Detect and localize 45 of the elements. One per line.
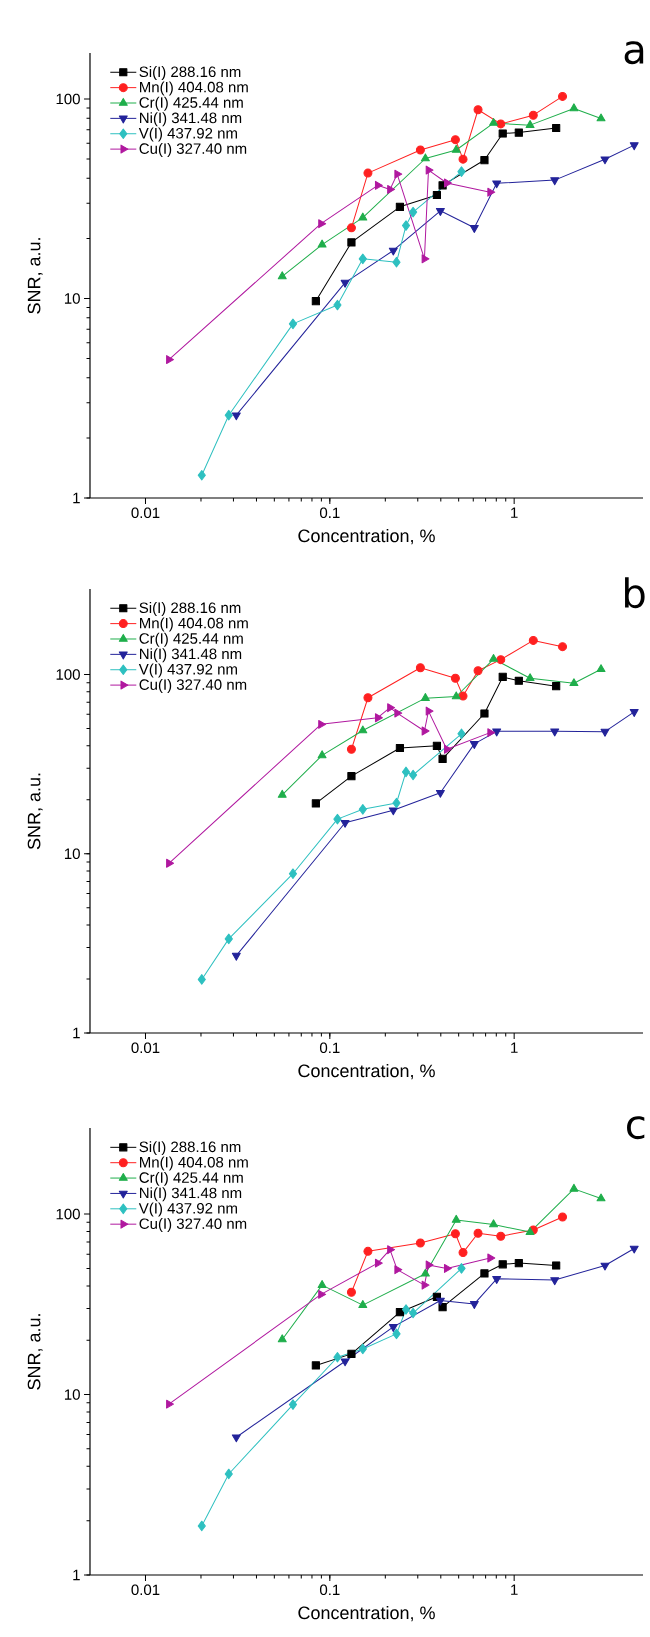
legend-label: Mn(I) 404.08 nm <box>140 81 248 96</box>
y-tick-label: 10 <box>64 1389 80 1400</box>
x-tick-label: 0.1 <box>319 1042 340 1054</box>
chart-title: a <box>624 41 644 65</box>
chart-title: c <box>627 1116 645 1140</box>
x-axis-title: Concentration, % <box>298 529 435 545</box>
y-tick-label: 10 <box>64 293 80 304</box>
x-tick-label: 0.1 <box>319 507 340 519</box>
legend-label: Cu(I) 327.40 nm <box>139 678 247 693</box>
y-tick-label: 100 <box>56 93 80 105</box>
legend-label: V(I) 437.92 nm <box>138 663 237 678</box>
legend-label: Si(I) 288.16 nm <box>139 602 241 617</box>
chart-title: b <box>625 577 645 609</box>
legend-label: Ni(I) 341.48 nm <box>140 112 242 127</box>
legend-label: Cu(I) 327.40 nm <box>139 142 247 157</box>
legend-label: Mn(I) 404.08 nm <box>140 617 248 632</box>
y-tick-label: 1 <box>73 492 80 504</box>
y-axis-title: SNR, a.u. <box>27 1314 43 1390</box>
x-tick-label: 1 <box>511 507 518 518</box>
legend-label: V(I) 437.92 nm <box>138 1202 237 1217</box>
y-tick-label: 1 <box>73 1569 80 1581</box>
y-tick-label: 100 <box>56 1208 80 1220</box>
legend-label: Cu(I) 327.40 nm <box>139 1217 247 1232</box>
legend-label: Cr(I) 425.44 nm <box>139 632 243 647</box>
legend-label: Cr(I) 425.44 nm <box>139 96 243 111</box>
legend-label: Ni(I) 341.48 nm <box>140 648 242 663</box>
legend-label: Si(I) 288.16 nm <box>139 66 241 81</box>
legend-label: Cr(I) 425.44 nm <box>139 1171 243 1186</box>
legend-label: Si(I) 288.16 nm <box>139 1141 241 1156</box>
x-tick-label: 1 <box>511 1584 518 1595</box>
x-tick-label: 0.01 <box>131 1584 160 1596</box>
y-axis-title: SNR, a.u. <box>27 773 43 850</box>
x-tick-label: 0.1 <box>319 1584 340 1596</box>
x-tick-label: 0.01 <box>131 1042 160 1054</box>
y-tick-label: 100 <box>56 669 80 680</box>
x-axis-title: Concentration, % <box>298 1606 435 1622</box>
x-tick-label: 0.01 <box>131 507 160 519</box>
y-tick-label: 10 <box>64 848 80 860</box>
x-axis-title: Concentration, % <box>298 1064 435 1080</box>
x-tick-label: 1 <box>511 1042 518 1053</box>
legend-label: V(I) 437.92 nm <box>138 127 237 142</box>
legend-label: Ni(I) 341.48 nm <box>140 1187 242 1202</box>
legend-label: Mn(I) 404.08 nm <box>140 1156 248 1171</box>
y-axis-title: SNR, a.u. <box>27 238 43 314</box>
y-tick-label: 1 <box>73 1027 80 1039</box>
